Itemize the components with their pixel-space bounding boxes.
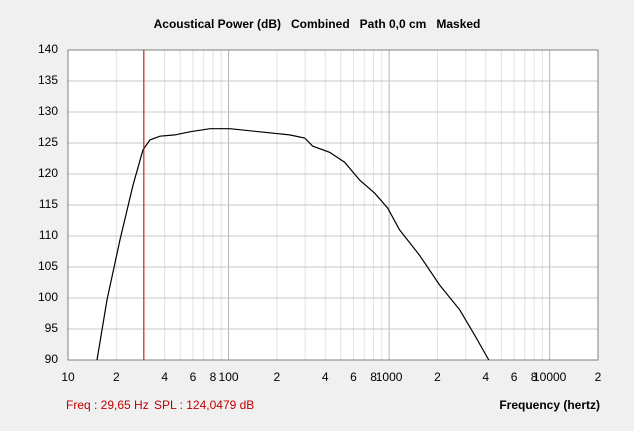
- x-tick-label: 4: [482, 370, 489, 384]
- plot-border: [67, 49, 599, 361]
- y-tick-label: 135: [38, 73, 58, 87]
- x-tick-label: 2: [434, 370, 441, 384]
- y-tick-label: 120: [38, 166, 58, 180]
- x-tick-label: 6: [190, 370, 197, 384]
- x-tick-label: 8: [531, 370, 538, 384]
- y-tick-label: 125: [38, 135, 58, 149]
- cursor-freq: Freq : 29,65 Hz: [66, 398, 149, 412]
- chart-title: Acoustical Power (dB) Combined Path 0,0 …: [154, 17, 481, 31]
- x-tick-label: 8: [370, 370, 377, 384]
- x-tick-label: 4: [161, 370, 168, 384]
- x-axis-label: Frequency (hertz): [499, 398, 600, 412]
- y-tick-label: 140: [38, 42, 58, 56]
- y-tick-label: 110: [39, 228, 58, 242]
- x-tick-label: 4: [322, 370, 329, 384]
- x-tick-label: 2: [113, 370, 120, 384]
- x-tick-label: 10000: [533, 370, 567, 384]
- x-tick-label: 6: [350, 370, 357, 384]
- x-tick-label: 2: [595, 370, 602, 384]
- x-tick-label: 1000: [376, 370, 403, 384]
- cursor-spl: SPL : 124,0479 dB: [154, 398, 254, 412]
- y-tick-label: 95: [45, 321, 59, 335]
- x-tick-label: 6: [511, 370, 518, 384]
- y-tick-label: 115: [39, 197, 58, 211]
- y-tick-label: 105: [38, 259, 58, 273]
- y-tick-label: 100: [38, 290, 58, 304]
- y-tick-label: 90: [45, 352, 59, 366]
- y-tick-label: 130: [38, 104, 58, 118]
- x-tick-label: 8: [210, 370, 217, 384]
- x-tick-label: 100: [219, 370, 239, 384]
- x-tick-label: 2: [274, 370, 281, 384]
- x-tick-label: 10: [61, 370, 75, 384]
